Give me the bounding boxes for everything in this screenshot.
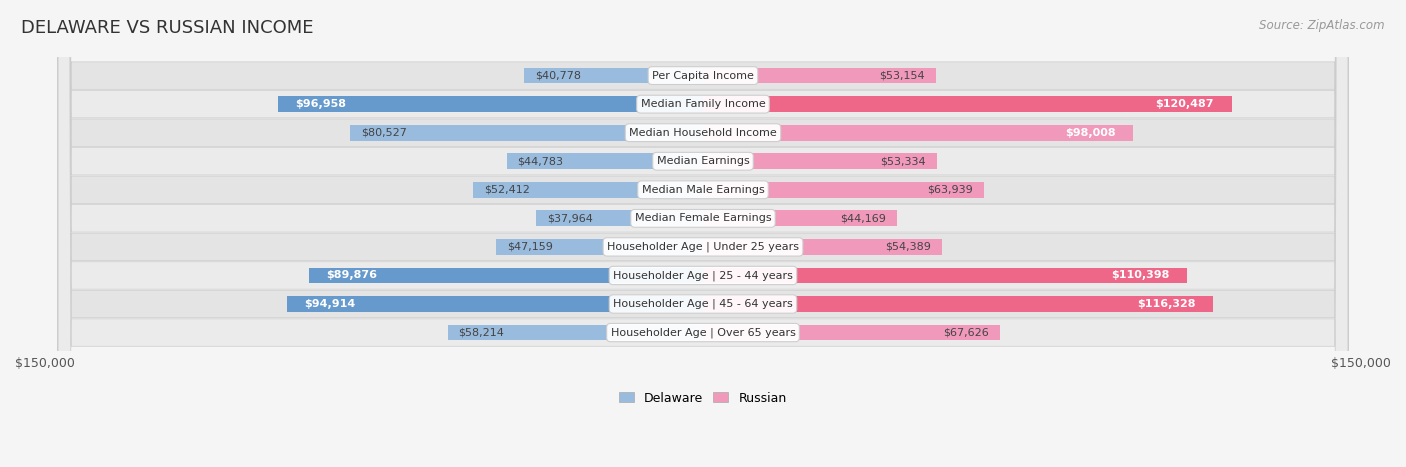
Bar (703, 153, 936, 169)
Bar (703, 211, 897, 226)
Bar (703, 96, 1232, 112)
Text: $53,154: $53,154 (880, 71, 925, 81)
Bar (703, 182, 984, 198)
Text: Householder Age | 45 - 64 years: Householder Age | 45 - 64 years (613, 299, 793, 309)
FancyBboxPatch shape (58, 0, 1348, 467)
FancyBboxPatch shape (58, 0, 1348, 467)
Text: Median Family Income: Median Family Income (641, 99, 765, 109)
Text: Median Male Earnings: Median Male Earnings (641, 185, 765, 195)
Text: $47,159: $47,159 (508, 242, 553, 252)
Text: Median Household Income: Median Household Income (628, 127, 778, 138)
FancyBboxPatch shape (58, 0, 1348, 467)
Text: $37,964: $37,964 (547, 213, 593, 223)
Text: $54,389: $54,389 (884, 242, 931, 252)
Text: $116,328: $116,328 (1137, 299, 1195, 309)
Text: Source: ZipAtlas.com: Source: ZipAtlas.com (1260, 19, 1385, 32)
FancyBboxPatch shape (58, 0, 1348, 467)
FancyBboxPatch shape (58, 0, 1348, 467)
FancyBboxPatch shape (58, 0, 1348, 467)
Text: Per Capita Income: Per Capita Income (652, 71, 754, 81)
Text: $94,914: $94,914 (304, 299, 356, 309)
Bar (703, 68, 936, 84)
FancyBboxPatch shape (58, 0, 1348, 467)
FancyBboxPatch shape (58, 0, 1348, 467)
Bar (537, 211, 703, 226)
Text: $120,487: $120,487 (1156, 99, 1213, 109)
Text: Median Earnings: Median Earnings (657, 156, 749, 166)
Bar (703, 325, 1000, 340)
Text: Householder Age | 25 - 44 years: Householder Age | 25 - 44 years (613, 270, 793, 281)
Text: $44,783: $44,783 (517, 156, 564, 166)
Text: $63,939: $63,939 (927, 185, 973, 195)
Text: Householder Age | Over 65 years: Householder Age | Over 65 years (610, 327, 796, 338)
Bar (447, 325, 703, 340)
Bar (703, 296, 1213, 312)
Bar (277, 96, 703, 112)
Text: Median Female Earnings: Median Female Earnings (634, 213, 772, 223)
Text: $40,778: $40,778 (536, 71, 581, 81)
Text: $96,958: $96,958 (295, 99, 346, 109)
Bar (703, 268, 1187, 283)
Bar (703, 125, 1133, 141)
Bar (287, 296, 703, 312)
Bar (309, 268, 703, 283)
Legend: Delaware, Russian: Delaware, Russian (614, 387, 792, 410)
Text: $98,008: $98,008 (1064, 127, 1115, 138)
Text: $44,169: $44,169 (839, 213, 886, 223)
Text: $53,334: $53,334 (880, 156, 927, 166)
Bar (472, 182, 703, 198)
Text: $67,626: $67,626 (943, 327, 988, 338)
Text: Householder Age | Under 25 years: Householder Age | Under 25 years (607, 241, 799, 252)
FancyBboxPatch shape (58, 0, 1348, 467)
FancyBboxPatch shape (58, 0, 1348, 467)
Bar (703, 239, 942, 255)
Bar (524, 68, 703, 84)
Text: $52,412: $52,412 (484, 185, 530, 195)
Text: $89,876: $89,876 (326, 270, 377, 281)
Text: $58,214: $58,214 (458, 327, 505, 338)
Text: $80,527: $80,527 (361, 127, 406, 138)
Text: DELAWARE VS RUSSIAN INCOME: DELAWARE VS RUSSIAN INCOME (21, 19, 314, 37)
Bar (350, 125, 703, 141)
Bar (496, 239, 703, 255)
Text: $110,398: $110,398 (1111, 270, 1170, 281)
Bar (506, 153, 703, 169)
